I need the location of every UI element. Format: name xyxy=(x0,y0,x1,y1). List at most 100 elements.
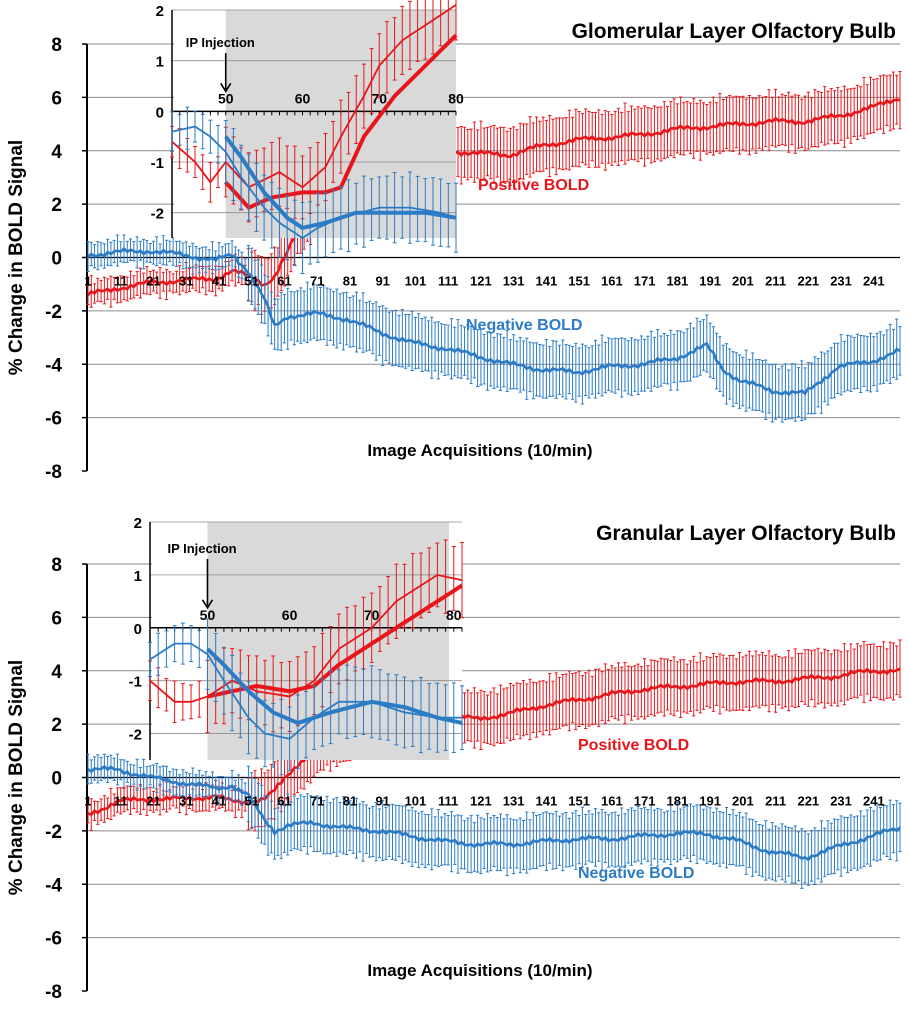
inset-y-tick-label: 0 xyxy=(156,104,164,121)
inset-y-tick-label: -1 xyxy=(151,155,164,172)
x-tick-label: 221 xyxy=(797,794,819,809)
x-tick-label: 241 xyxy=(863,274,885,289)
y-tick-label: 6 xyxy=(51,88,62,109)
x-tick-label: 211 xyxy=(765,794,786,809)
x-tick-label: 121 xyxy=(470,274,492,289)
x-tick-label: 181 xyxy=(667,274,689,289)
y-tick-label: -4 xyxy=(45,355,62,376)
y-axis-label: % Change in BOLD Signal xyxy=(6,140,27,375)
x-tick-label: 171 xyxy=(634,794,656,809)
x-tick-label: 41 xyxy=(212,274,226,289)
x-tick-label: 241 xyxy=(863,794,885,809)
x-tick-label: 91 xyxy=(375,274,389,289)
x-tick-label: 221 xyxy=(797,274,819,289)
x-tick-label: 161 xyxy=(601,794,623,809)
ip-injection-arrowhead xyxy=(220,82,232,93)
x-tick-label: 151 xyxy=(568,274,590,289)
x-tick-label: 191 xyxy=(699,274,721,289)
x-tick-label: 181 xyxy=(667,794,689,809)
x-tick-label: 31 xyxy=(179,274,193,289)
inset-shaded-region xyxy=(207,522,449,760)
inset-x-tick-label: 50 xyxy=(200,607,216,623)
legend-positive-bold: Positive BOLD xyxy=(478,177,589,194)
y-tick-label: 6 xyxy=(51,608,62,629)
x-tick-label: 171 xyxy=(634,274,656,289)
inset-y-tick-label: 2 xyxy=(156,3,164,20)
x-tick-label: 131 xyxy=(503,274,525,289)
x-tick-label: 11 xyxy=(114,274,128,289)
x-tick-label: 121 xyxy=(470,794,492,809)
y-tick-label: -6 xyxy=(45,409,62,430)
inset-series-negative-trend xyxy=(224,135,457,231)
ip-injection-label: IP Injection xyxy=(186,35,255,50)
x-tick-label: 1 xyxy=(84,274,91,289)
inset-x-tick-label: 80 xyxy=(446,607,462,623)
series-line xyxy=(87,764,901,862)
inset-series-line xyxy=(224,135,457,231)
x-tick-label: 51 xyxy=(244,274,258,289)
y-tick-label: 2 xyxy=(51,195,62,216)
y-tick-label: 4 xyxy=(51,142,62,163)
y-tick-label: -8 xyxy=(45,982,62,1003)
y-tick-label: -6 xyxy=(45,929,62,950)
chart-title: Granular Layer Olfactory Bulb xyxy=(596,522,896,545)
x-tick-label: 161 xyxy=(601,274,623,289)
chart-title: Glomerular Layer Olfactory Bulb xyxy=(572,20,896,43)
inset-y-tick-label: 1 xyxy=(134,568,142,585)
ip-injection-arrowhead xyxy=(201,599,214,610)
x-tick-label: 71 xyxy=(310,794,324,809)
x-tick-label: 91 xyxy=(375,794,389,809)
inset-x-tick-label: 60 xyxy=(295,90,311,106)
x-tick-label: 141 xyxy=(536,794,558,809)
inset-series-line xyxy=(171,125,457,240)
x-tick-label: 71 xyxy=(310,274,324,289)
y-tick-label: -8 xyxy=(45,462,62,483)
x-tick-label: 111 xyxy=(438,274,458,289)
y-tick-label: 0 xyxy=(51,769,62,790)
y-axis-label: % Change in BOLD Signal xyxy=(6,660,27,895)
inset-x-tick-label: 60 xyxy=(282,607,298,623)
x-axis-label: Image Acquisitions (10/min) xyxy=(367,961,592,980)
x-tick-label: 41 xyxy=(212,794,226,809)
series-line xyxy=(87,667,901,817)
x-tick-label: 151 xyxy=(568,794,590,809)
inset-y-tick-label: -2 xyxy=(151,206,164,223)
x-tick-label: 21 xyxy=(146,274,160,289)
legend-negative-bold: Negative BOLD xyxy=(466,317,582,334)
series-negative xyxy=(86,234,902,423)
x-tick-label: 211 xyxy=(765,274,786,289)
x-tick-label: 61 xyxy=(277,794,291,809)
x-tick-label: 141 xyxy=(536,274,558,289)
inset-series-line xyxy=(149,642,462,740)
inset-y-tick-label: -1 xyxy=(129,674,142,691)
legend-negative-bold: Negative BOLD xyxy=(578,865,694,882)
inset-y-tick-label: 2 xyxy=(134,515,142,532)
y-tick-label: 0 xyxy=(51,249,62,270)
series-line xyxy=(87,98,901,296)
x-tick-label: 11 xyxy=(114,794,128,809)
x-tick-label: 191 xyxy=(699,794,721,809)
y-tick-label: -2 xyxy=(45,302,62,323)
y-tick-label: 4 xyxy=(51,662,62,683)
y-tick-label: -4 xyxy=(45,875,62,896)
x-tick-label: 31 xyxy=(179,794,193,809)
x-tick-label: 201 xyxy=(732,274,754,289)
inset-series-negative-trend xyxy=(206,647,463,726)
y-tick-label: 8 xyxy=(51,555,62,576)
x-tick-label: 111 xyxy=(438,794,458,809)
y-tick-label: 8 xyxy=(51,35,62,56)
x-tick-label: 81 xyxy=(343,274,357,289)
inset-series-positive-trend xyxy=(207,583,464,699)
x-tick-label: 51 xyxy=(244,794,258,809)
x-tick-label: 81 xyxy=(343,794,357,809)
x-tick-label: 131 xyxy=(503,794,525,809)
inset-series-line xyxy=(206,647,463,726)
inset-series-negative xyxy=(148,618,464,776)
inset-y-tick-label: 1 xyxy=(156,54,164,71)
inset-y-tick-label: -2 xyxy=(129,727,142,744)
